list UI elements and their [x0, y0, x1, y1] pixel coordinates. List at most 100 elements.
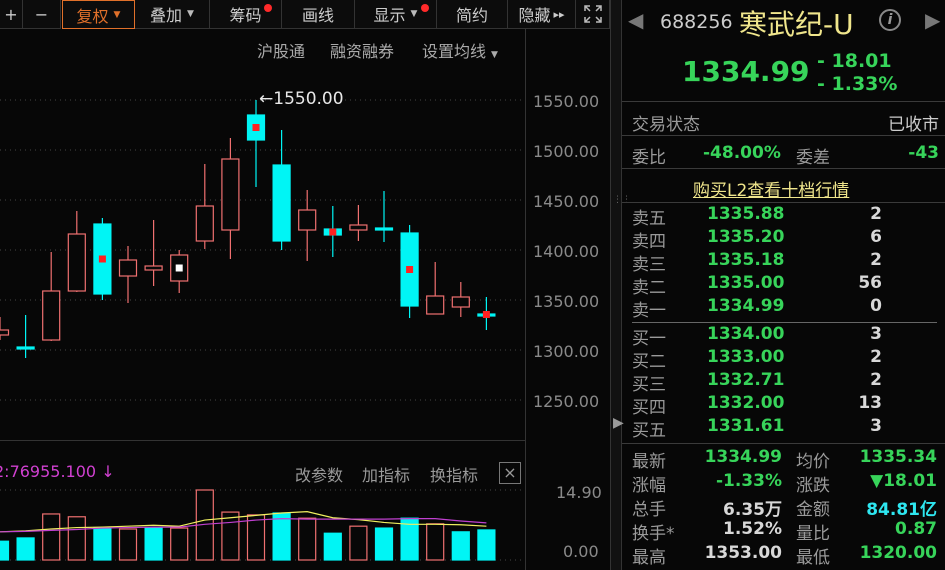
bid-qty: 13 [858, 393, 882, 413]
stat-value: 1.52% [723, 519, 782, 539]
stat-value: 1335.34 [859, 447, 937, 467]
ask-level-label: 卖二 [632, 278, 666, 298]
volume-bar [323, 532, 342, 561]
ask-row[interactable]: 卖五 1335.88 2 [632, 204, 882, 229]
candle-marker [482, 311, 490, 319]
caret-down-icon: ▼ [113, 9, 121, 20]
stat-label: 涨跌 [796, 476, 830, 496]
ma-settings-button[interactable]: 设置均线 ▼ [422, 38, 498, 62]
stat-label: 最高 [632, 548, 666, 568]
buy-l2-link[interactable]: 购买L2查看十档行情 [693, 181, 850, 201]
overlay-label: 叠加 [150, 6, 183, 25]
high-marker-value: 1550.00 [273, 89, 344, 109]
volume-bar [477, 529, 496, 561]
volume-ma-line [0, 518, 487, 533]
stat-value: 1353.00 [704, 543, 782, 563]
ask-level-label: 卖四 [632, 232, 666, 252]
stat-row: 最高 1353.00 最低 1320.00 [632, 543, 937, 568]
candle-marker [329, 228, 337, 236]
trade-status-value: 已收市 [888, 115, 939, 135]
ask-row[interactable]: 卖四 1335.20 6 [632, 227, 882, 252]
edit-params-button[interactable]: 改参数 [295, 466, 344, 485]
notification-dot-icon [264, 4, 272, 12]
candle-body [374, 227, 394, 231]
caret-down-icon: ▼ [187, 9, 194, 19]
bid-row[interactable]: 买二 1333.00 2 [632, 347, 882, 372]
volume-bar [144, 527, 163, 561]
volume-axis-top: 14.90 [556, 483, 602, 502]
candle-marker [252, 124, 260, 131]
stat-label: 涨幅 [632, 476, 666, 496]
ask-row[interactable]: 卖三 1335.18 2 [632, 250, 882, 275]
bid-level-label: 买四 [632, 398, 666, 418]
volume-bar [374, 527, 394, 561]
bid-price: 1333.00 [707, 347, 785, 367]
volume-bar [426, 523, 445, 561]
axis-divider [525, 29, 526, 570]
candle-body [42, 290, 61, 341]
ask-price: 1334.99 [707, 296, 785, 316]
ask-price: 1335.88 [707, 204, 785, 224]
volume-bar [246, 514, 266, 561]
ma-settings-label: 设置均线 [422, 42, 487, 61]
info-icon[interactable]: i [879, 9, 901, 31]
stat-value: 1320.00 [859, 543, 937, 563]
draw-button[interactable]: 画线 [282, 0, 355, 29]
fullscreen-icon[interactable] [576, 0, 610, 29]
chips-button[interactable]: 筹码 [210, 0, 282, 29]
notification-dot-icon [421, 4, 429, 12]
zoom-in-button[interactable]: + [0, 0, 23, 29]
expand-arrow-icon: ▶ [613, 415, 624, 431]
simple-button[interactable]: 简约 [437, 0, 508, 29]
volume-ma-line [0, 511, 487, 533]
volume-bar [67, 516, 86, 561]
zoom-out-button[interactable]: − [23, 0, 61, 29]
panel-splitter[interactable]: ⋮⋮ ▶ [610, 0, 631, 570]
fuquan-label: 复权 [76, 6, 109, 26]
down-arrow-icon: ↓ [101, 462, 115, 481]
candle-body [426, 295, 445, 315]
candle-marker [98, 255, 106, 263]
prev-stock-icon[interactable]: ◀ [628, 8, 644, 32]
display-button[interactable]: 显示 ▼ [355, 0, 437, 29]
bid-row[interactable]: 买一 1334.00 3 [632, 324, 882, 349]
hide-button[interactable]: 隐藏 ▸▸ [508, 0, 576, 29]
candlestick-chart[interactable] [0, 0, 525, 570]
bid-row[interactable]: 买五 1331.61 3 [632, 416, 882, 441]
ask-row[interactable]: 卖一 1334.99 0 [632, 296, 882, 321]
ask-qty: 6 [870, 227, 882, 247]
margin-link[interactable]: 融资融券 [330, 42, 395, 61]
bid-price: 1331.61 [707, 416, 785, 436]
overlay-button[interactable]: 叠加 ▼ [135, 0, 210, 29]
ask-row[interactable]: 卖二 1335.00 56 [632, 273, 882, 298]
bid-price: 1334.00 [707, 324, 785, 344]
ask-qty: 56 [858, 273, 882, 293]
bid-level-label: 买二 [632, 352, 666, 372]
stock-code: 688256 [660, 11, 733, 33]
candle-body [16, 346, 35, 350]
bid-level-label: 买三 [632, 375, 666, 395]
stat-value: -1.33% [715, 471, 782, 491]
candle-body [272, 164, 291, 242]
ask-level-label: 卖三 [632, 255, 666, 275]
switch-indicator-button[interactable]: 换指标 [430, 466, 479, 485]
close-indicator-button[interactable]: × [499, 462, 521, 484]
price-tick: 1450.00 [533, 192, 600, 211]
add-indicator-button[interactable]: 加指标 [362, 466, 411, 485]
bid-row[interactable]: 买四 1332.00 13 [632, 393, 882, 418]
bid-row[interactable]: 买三 1332.71 2 [632, 370, 882, 395]
bid-qty: 2 [870, 347, 882, 367]
stat-label: 最新 [632, 452, 666, 472]
candle-body [0, 329, 10, 336]
volume-bar [16, 537, 35, 561]
ask-level-label: 卖五 [632, 209, 666, 229]
fuquan-button[interactable]: 复权 ▼ [62, 0, 135, 29]
bid-level-label: 买五 [632, 421, 666, 441]
bid-ratio-value: -48.00% [703, 143, 781, 163]
candle-body [451, 296, 470, 308]
double-arrow-icon: ▸▸ [553, 7, 565, 21]
volume-indicator-value: 2:76955.100 ↓ [0, 462, 115, 481]
hgt-link[interactable]: 沪股通 [257, 42, 306, 61]
next-stock-icon[interactable]: ▶ [925, 8, 941, 32]
indicator-value: 2:76955.100 [0, 462, 97, 481]
